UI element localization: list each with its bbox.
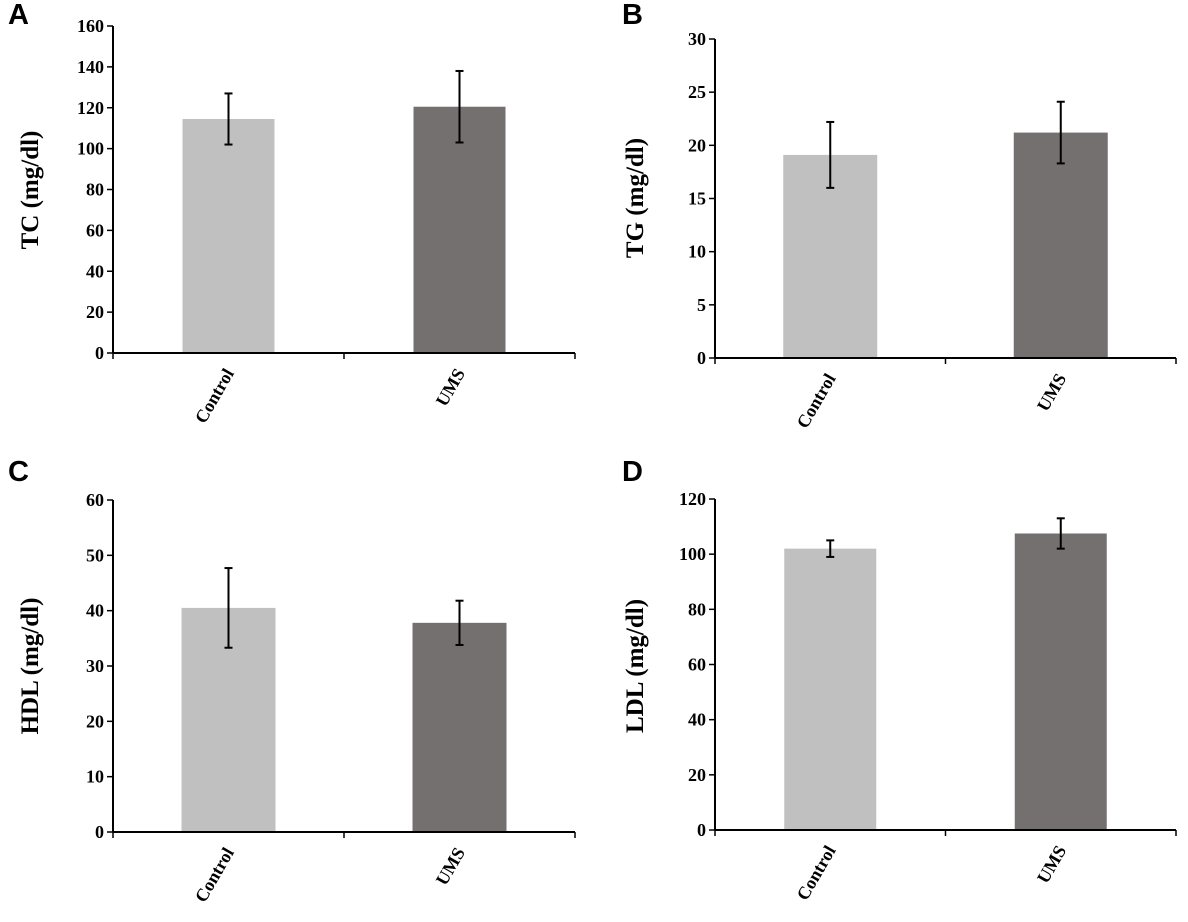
x-tick-label-control-c: Control <box>191 844 238 906</box>
x-tick-label-ums-b: UMS <box>1033 370 1070 415</box>
x-tick-label-ums-c: UMS <box>432 844 469 889</box>
error-bar-ums-d <box>1056 517 1065 550</box>
y-tick-label-b: 30 <box>688 29 706 49</box>
y-axis-label-c: HDL (mg/dl) <box>17 598 44 735</box>
panel-c: C HDL (mg/dl) 0 10 20 30 40 50 60 Control UMS <box>8 456 576 906</box>
plot-area-c: 0 10 20 30 40 50 60 Control UMS <box>86 490 576 906</box>
y-tick-label-d: 100 <box>679 544 706 564</box>
y-tick-label-d: 80 <box>688 599 706 619</box>
y-tick-label-a: 20 <box>86 302 104 322</box>
y-tick-label-a: 100 <box>77 139 104 159</box>
error-bar-ums-c <box>455 599 464 646</box>
panel-letter-c: C <box>8 456 29 488</box>
y-tick-label-d: 60 <box>688 655 706 675</box>
x-tick-label-control-b: Control <box>793 370 840 432</box>
error-bar-ums-a <box>455 69 464 144</box>
y-tick-label-d: 0 <box>697 820 706 840</box>
plot-area-a: 0 20 40 60 80 100 120 140 160 Control UMS <box>77 16 576 427</box>
y-tick-label-c: 60 <box>86 490 104 510</box>
y-tick-label-d: 40 <box>688 710 706 730</box>
error-bar-ums-b <box>1056 100 1065 165</box>
y-tick-label-b: 15 <box>688 189 706 209</box>
bar-control-a <box>182 118 275 353</box>
y-tick-label-a: 140 <box>77 57 104 77</box>
y-tick-label-a: 160 <box>77 16 104 36</box>
error-bar-control-b <box>826 120 835 189</box>
panel-d: D LDL (mg/dl) 0 20 40 60 80 100 120 Control UMS <box>622 456 1177 904</box>
error-bar-control-c <box>224 567 233 649</box>
y-axis-label-b: TG (mg/dl) <box>622 138 649 258</box>
y-tick-label-a: 0 <box>95 343 104 363</box>
y-tick-label-c: 30 <box>86 656 104 676</box>
y-tick-label-c: 40 <box>86 601 104 621</box>
y-tick-label-b: 20 <box>688 135 706 155</box>
panel-b: B TG (mg/dl) 0 5 10 15 20 25 30 Control UMS <box>622 0 1177 432</box>
panel-a: A TC (mg/dl) 0 20 40 60 80 100 120 140 160 Contro… <box>8 0 576 427</box>
x-tick-label-control-d: Control <box>793 842 840 904</box>
y-tick-label-a: 80 <box>86 180 104 200</box>
plot-area-b: 0 5 10 15 20 25 30 Control UMS <box>688 29 1177 432</box>
plot-area-d: 0 20 40 60 80 100 120 Control UMS <box>679 489 1177 904</box>
y-tick-label-c: 20 <box>86 711 104 731</box>
panel-letter-b: B <box>622 0 643 31</box>
y-tick-label-d: 120 <box>679 489 706 509</box>
y-tick-label-b: 5 <box>697 295 706 315</box>
panel-letter-a: A <box>8 0 29 31</box>
y-tick-label-d: 20 <box>688 765 706 785</box>
y-tick-label-a: 120 <box>77 98 104 118</box>
y-tick-label-b: 25 <box>688 82 706 102</box>
y-tick-label-a: 60 <box>86 220 104 240</box>
bar-ums-a <box>413 106 506 354</box>
bar-ums-d <box>1014 533 1107 830</box>
x-tick-label-ums-a: UMS <box>432 365 469 410</box>
error-bar-control-d <box>826 539 835 558</box>
bar-ums-c <box>412 622 507 832</box>
bar-ums-b <box>1013 132 1108 358</box>
y-tick-label-c: 50 <box>86 545 104 565</box>
panel-letter-d: D <box>622 456 643 488</box>
x-tick-label-ums-d: UMS <box>1033 842 1070 887</box>
y-tick-label-b: 10 <box>688 242 706 262</box>
y-tick-label-c: 10 <box>86 767 104 787</box>
y-axis-label-a: TC (mg/dl) <box>17 131 44 250</box>
error-bar-control-a <box>224 92 233 146</box>
y-tick-label-b: 0 <box>697 348 706 368</box>
bar-control-d <box>784 548 877 830</box>
y-axis-label-d: LDL (mg/dl) <box>622 599 649 733</box>
x-tick-label-control-a: Control <box>191 365 238 427</box>
y-tick-label-a: 40 <box>86 261 104 281</box>
y-tick-label-c: 0 <box>95 822 104 842</box>
